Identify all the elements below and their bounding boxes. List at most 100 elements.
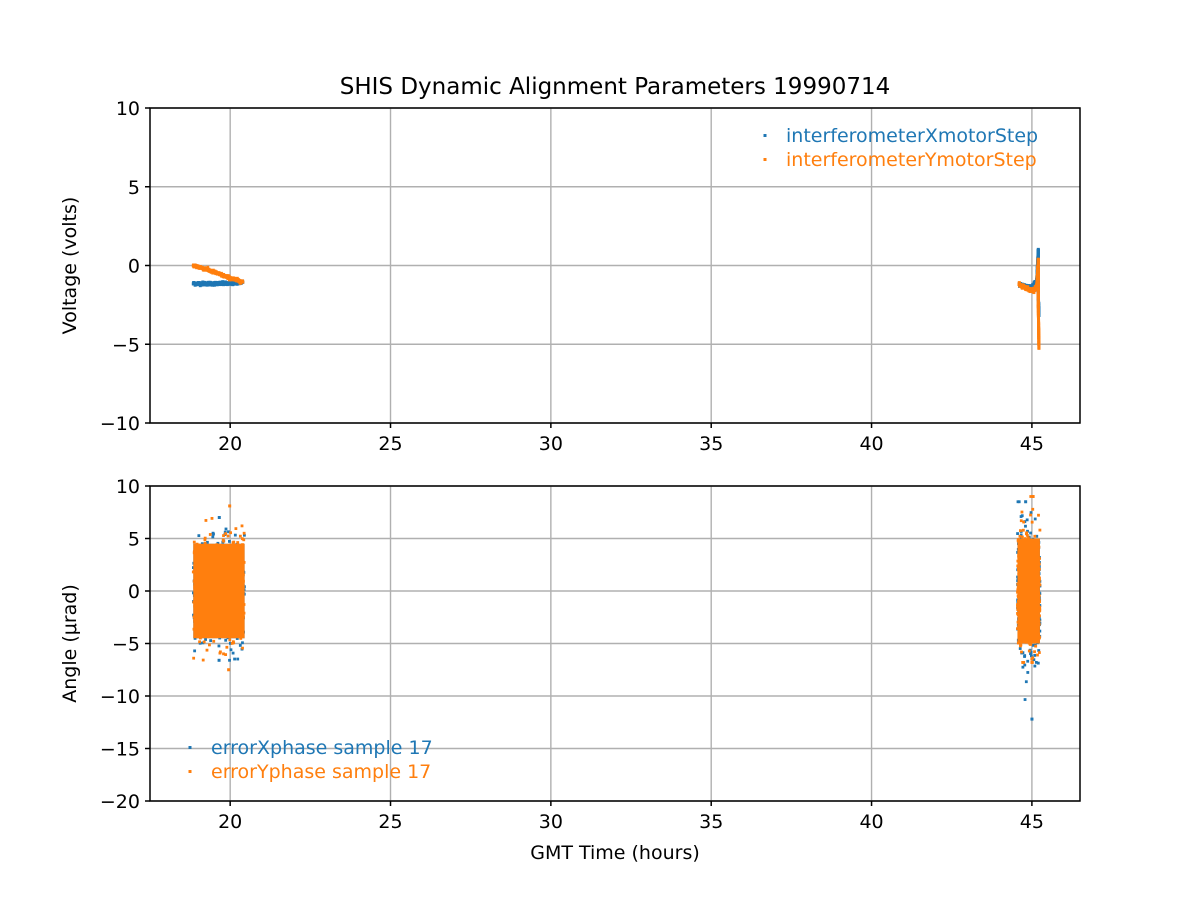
data-point [192, 656, 196, 660]
y-tick-label: 10 [116, 476, 140, 498]
data-point [1036, 262, 1040, 266]
data-point [1019, 529, 1022, 533]
data-point [219, 650, 222, 654]
x-tick-label: 35 [699, 811, 723, 833]
y-tick-label: −5 [112, 334, 140, 356]
data-point [231, 651, 235, 655]
data-point [1036, 258, 1040, 262]
data-point [1037, 323, 1041, 327]
data-point [1023, 663, 1027, 667]
data-point [1021, 661, 1025, 664]
x-axis-label: GMT Time (hours) [530, 842, 700, 864]
data-point [232, 641, 236, 645]
data-point [1030, 654, 1033, 658]
data-point [222, 652, 225, 656]
data-point [1025, 518, 1029, 522]
plot-area [191, 495, 1042, 721]
x-tick-label: 35 [699, 433, 723, 455]
data-point [1036, 266, 1040, 270]
data-point [224, 532, 227, 536]
data-point [1037, 346, 1041, 350]
data-point [1031, 643, 1035, 647]
data-point [243, 533, 246, 537]
outlier-point [1030, 717, 1034, 721]
data-point [1036, 310, 1040, 314]
data-point [1036, 300, 1040, 304]
data-point [240, 537, 244, 541]
data-point [1037, 513, 1040, 517]
data-point [205, 540, 209, 544]
data-point [239, 636, 243, 640]
data-point [1020, 510, 1024, 514]
data-point [229, 648, 233, 652]
data-point [1029, 531, 1033, 535]
legend: interferometerXmotorStepinterferometerYm… [763, 125, 1038, 171]
data-point [1019, 643, 1023, 647]
y-tick-label: 10 [116, 98, 140, 120]
data-point [1019, 519, 1023, 523]
data-point [1027, 536, 1030, 540]
data-point [209, 639, 213, 643]
data-point [230, 641, 234, 645]
series-1-points [191, 495, 1042, 672]
legend-marker [188, 770, 192, 773]
data-point [200, 542, 204, 546]
data-point [1036, 297, 1040, 301]
x-tick-label: 20 [218, 811, 242, 833]
y-axis-label: Angle (μrad) [59, 584, 81, 703]
y-axis-label: Voltage (volts) [59, 197, 81, 335]
chart-title: SHIS Dynamic Alignment Parameters 199907… [340, 74, 891, 100]
data-point [1033, 534, 1037, 538]
y-tick-label: 5 [128, 529, 140, 551]
data-point [1037, 344, 1041, 348]
data-point [197, 534, 201, 538]
data-point [241, 280, 245, 284]
data-point [225, 645, 229, 649]
data-point [1018, 647, 1022, 650]
data-point [224, 653, 228, 657]
legend-marker [763, 158, 767, 161]
data-point [241, 641, 244, 645]
data-point [1018, 534, 1022, 538]
data-point [1036, 268, 1040, 272]
data-point [203, 541, 207, 545]
data-point [193, 636, 197, 640]
outlier-point [227, 668, 231, 672]
data-point [217, 644, 221, 648]
data-point [1016, 532, 1019, 535]
data-point [1033, 664, 1037, 668]
data-point [1026, 659, 1030, 663]
data-point [1023, 698, 1027, 701]
data-point [1022, 520, 1026, 524]
data-point [1029, 511, 1033, 514]
x-tick-label: 45 [1020, 811, 1044, 833]
data-point [1026, 671, 1030, 674]
top-panel: 20 25 30 35 40 45 −10 −5 0 5 10 Voltage (volts) inte… [59, 98, 1081, 455]
data-point [1029, 495, 1033, 498]
y-tick-label: −15 [100, 739, 140, 761]
legend-marker [763, 134, 767, 137]
data-point [236, 657, 240, 661]
outlier-point [1024, 500, 1028, 504]
data-point [1036, 653, 1039, 657]
data-point [1036, 314, 1040, 318]
data-point [224, 527, 228, 531]
data-point [1037, 341, 1041, 345]
data-point [222, 534, 225, 538]
data-point [1020, 650, 1023, 654]
data-point [236, 541, 240, 544]
data-point [1037, 649, 1041, 652]
data-point [1034, 660, 1038, 664]
data-point [1023, 654, 1027, 657]
data-point [1027, 649, 1031, 653]
x-tick-label: 40 [859, 811, 883, 833]
point-cloud-band [193, 543, 245, 639]
data-point [228, 658, 231, 662]
data-point [233, 533, 237, 537]
data-point [1036, 303, 1040, 307]
outlier-point [228, 504, 232, 508]
data-point [1021, 528, 1025, 532]
